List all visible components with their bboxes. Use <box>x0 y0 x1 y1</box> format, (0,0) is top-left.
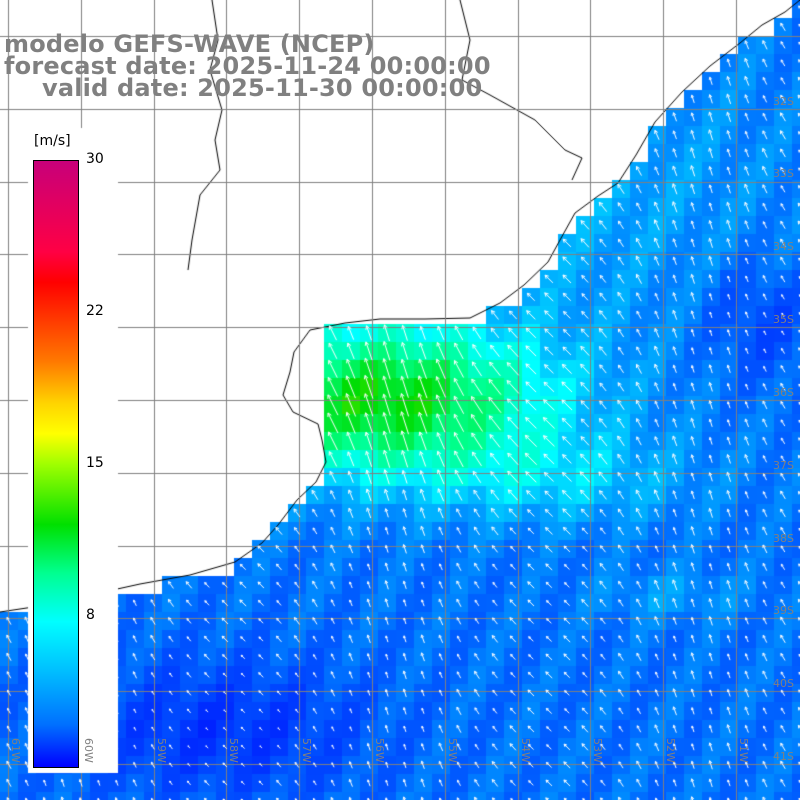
lon-label: 55W <box>446 738 459 763</box>
colorbar-tick-30: 30 <box>86 151 104 167</box>
lon-label: 56W <box>373 738 386 763</box>
lat-label: 32S <box>773 95 794 108</box>
lat-label: 37S <box>773 459 794 472</box>
colorbar-unit: [m/s] <box>34 133 71 149</box>
lon-label: 54W <box>519 738 532 763</box>
lon-label: 59W <box>155 738 168 763</box>
lat-label: 39S <box>773 604 794 617</box>
colorbar-tick-8: 8 <box>86 607 95 623</box>
model-title: modelo GEFS-WAVE (NCEP) <box>4 30 375 58</box>
lon-label: 53W <box>591 738 604 763</box>
lon-label: 58W <box>227 738 240 763</box>
lon-label: 52W <box>664 738 677 763</box>
lat-label: 35S <box>773 313 794 326</box>
lat-label: 33S <box>773 167 794 180</box>
colorbar-gradient <box>33 160 79 768</box>
colorbar-tick-22: 22 <box>86 303 104 319</box>
lat-label: 36S <box>773 386 794 399</box>
valid-date: valid date: 2025-11-30 00:00:00 <box>42 74 483 102</box>
colorbar-tick-15: 15 <box>86 455 104 471</box>
lon-label: 51W <box>737 738 750 763</box>
lat-label: 34S <box>773 240 794 253</box>
forecast-date: forecast date: 2025-11-24 00:00:00 <box>4 52 491 80</box>
lat-label: 40S <box>773 677 794 690</box>
lon-label: 61W <box>9 738 22 763</box>
lat-label: 38S <box>773 532 794 545</box>
lat-label: 41S <box>773 750 794 763</box>
lon-label: 60W <box>82 738 95 763</box>
lon-label: 57W <box>300 738 313 763</box>
